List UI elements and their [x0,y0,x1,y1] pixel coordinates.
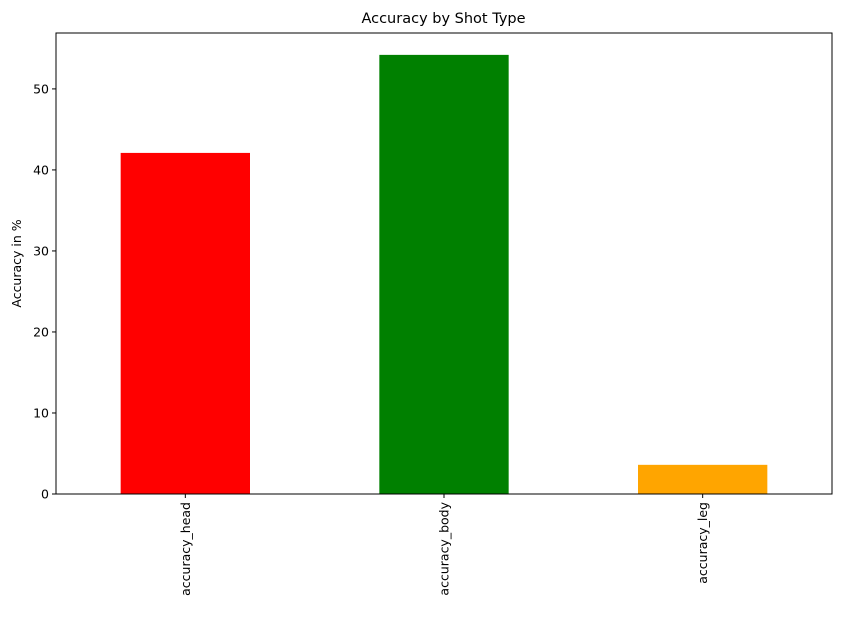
y-tick-label: 30 [33,243,49,258]
y-tick-label: 20 [33,324,49,339]
y-axis-label: Accuracy in % [9,219,24,307]
y-axis-ticks: 0 10 20 30 40 50 [33,81,56,502]
bars-layer [120,54,768,495]
x-axis-ticks: accuracy_head accuracy_body accuracy_leg [178,494,710,596]
x-tick-label: accuracy_head [178,502,193,596]
y-tick-label: 0 [41,487,49,502]
y-tick-label: 40 [33,162,49,177]
bar-accuracy_leg [638,464,768,494]
bar-accuracy_body [379,54,509,495]
x-tick-label: accuracy_leg [695,502,710,584]
x-tick-label: accuracy_body [437,501,452,595]
chart-title: Accuracy by Shot Type [361,11,525,27]
y-tick-label: 50 [33,81,49,96]
plot-frame [55,32,833,495]
y-tick-label: 10 [33,405,49,420]
bar-accuracy_head [120,152,251,494]
